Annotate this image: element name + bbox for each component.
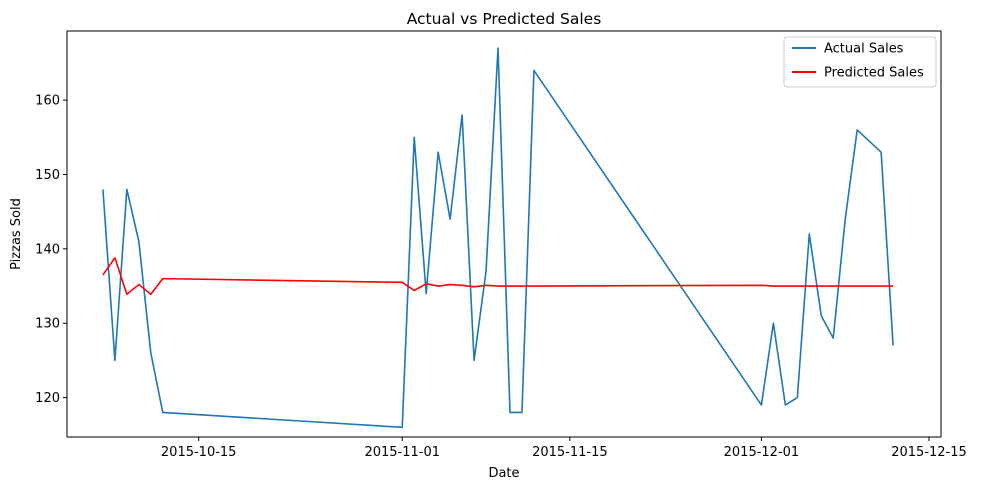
legend-label-predicted: Predicted Sales <box>824 66 924 81</box>
x-tick-label: 2015-11-15 <box>532 445 608 460</box>
x-tick-label: 2015-11-01 <box>364 445 440 460</box>
legend: Actual Sales Predicted Sales <box>783 36 937 88</box>
chart-title: Actual vs Predicted Sales <box>407 10 602 28</box>
series-line-predicted-sales <box>102 256 894 296</box>
y-axis-label: Pizzas Sold <box>9 198 24 270</box>
x-axis-label: Date <box>488 466 519 481</box>
legend-label-actual: Actual Sales <box>824 42 904 57</box>
series-line-actual-sales <box>102 47 894 429</box>
y-tick-label: 140 <box>35 242 60 257</box>
plot-frame <box>66 30 942 438</box>
y-tick-label: 130 <box>35 317 60 332</box>
series-layer <box>102 47 894 429</box>
x-tick-label: 2015-12-01 <box>724 445 800 460</box>
y-tick-label: 120 <box>35 391 60 406</box>
y-tick-label: 160 <box>35 94 60 109</box>
x-tick-label: 2015-10-15 <box>161 445 237 460</box>
y-axis: 120 130 140 150 160 <box>35 94 67 406</box>
x-axis: 2015-10-15 2015-11-01 2015-11-15 2015-12-01… <box>161 437 967 460</box>
x-tick-label: 2015-12-15 <box>891 445 967 460</box>
y-tick-label: 150 <box>35 168 60 183</box>
legend-box <box>783 36 937 88</box>
